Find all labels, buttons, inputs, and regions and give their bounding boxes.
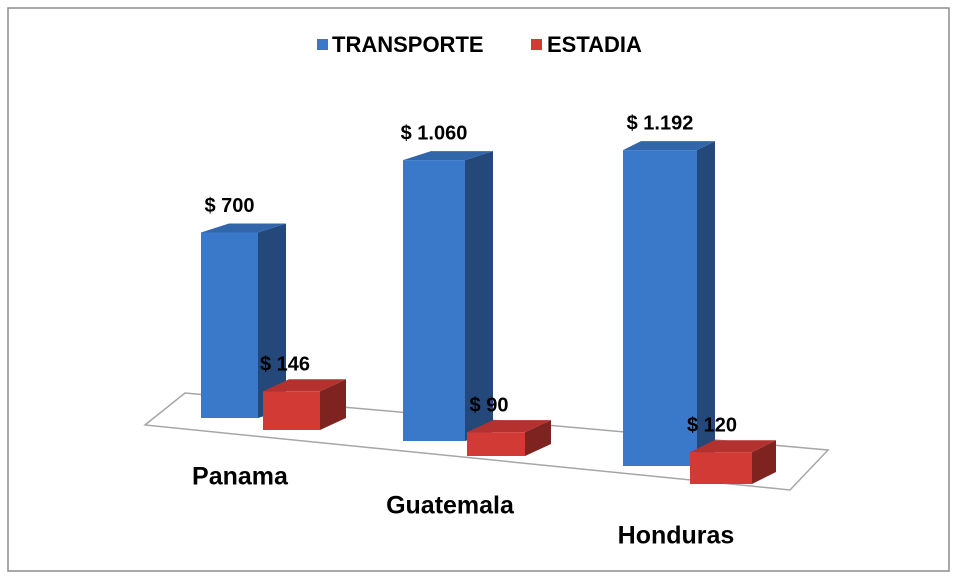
data-label: $ 700 (204, 195, 254, 217)
bar (263, 379, 346, 430)
bar-side (320, 379, 346, 430)
data-label: $ 1.060 (401, 122, 468, 144)
bar-front (467, 432, 525, 456)
data-label: $ 1.192 (627, 112, 694, 134)
legend-swatch (317, 39, 328, 50)
bar-top (201, 223, 286, 233)
data-label: $ 146 (260, 354, 310, 376)
x-tick-label: Panama (192, 463, 289, 491)
bar (690, 440, 776, 484)
x-tick-label: Honduras (618, 522, 735, 550)
data-label: $ 120 (687, 414, 737, 436)
legend-label: ESTADIA (547, 32, 642, 57)
bar-front (201, 232, 258, 418)
legend-label: TRANSPORTE (332, 32, 484, 57)
bar-side (752, 440, 776, 484)
bar-side (697, 141, 715, 466)
legend-swatch (531, 39, 542, 50)
bar-top (623, 141, 715, 151)
bar-front (623, 150, 697, 466)
bar-side (465, 151, 493, 441)
bar (623, 141, 715, 466)
bar-top (263, 379, 346, 392)
bar-front (403, 160, 465, 441)
bar (201, 223, 286, 418)
bar (467, 420, 551, 456)
bar (403, 151, 493, 441)
bar-top (467, 420, 551, 433)
bar-top (403, 151, 493, 161)
bar-front (263, 391, 320, 430)
x-tick-label: Guatemala (386, 492, 515, 520)
bar-front (690, 452, 752, 484)
bar-top (690, 440, 776, 453)
bar-side (525, 420, 551, 456)
bar-side (258, 223, 286, 418)
data-label: $ 90 (470, 394, 509, 416)
